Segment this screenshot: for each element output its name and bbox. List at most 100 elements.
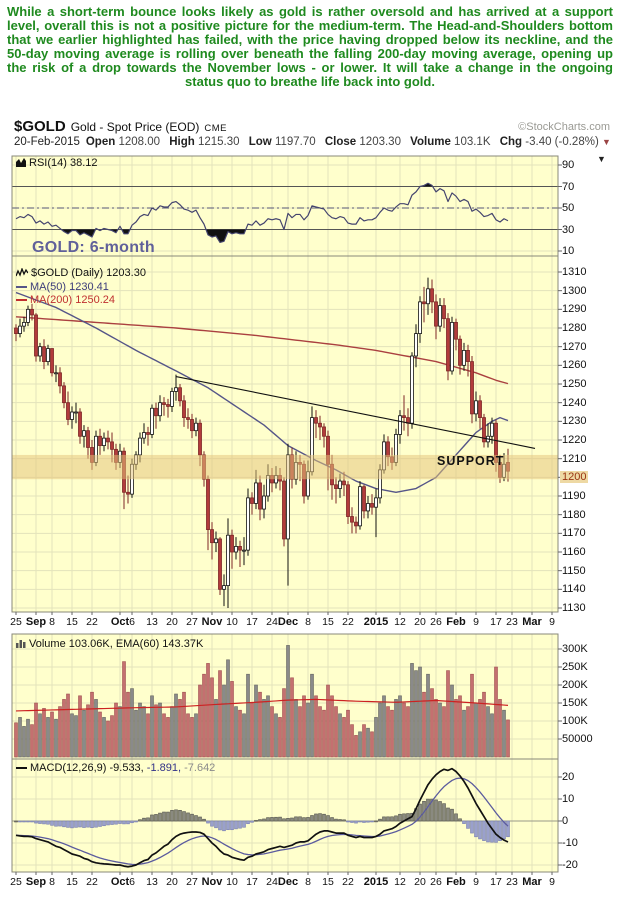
- x-tick-label: 17: [246, 616, 258, 628]
- x-tick-label: 2015: [363, 616, 389, 628]
- price-legend-ma50: MA(50) 1230.41: [16, 281, 146, 294]
- support-annotation-label: SUPPORT: [437, 454, 505, 468]
- x-axis-mid: 25 Sep 8 15 22 Oct 6 13 20 27 Nov 10 17 24 Dec 8 15 22 201…: [0, 616, 620, 632]
- symbol-description: Gold - Spot Price (EOD): [70, 120, 200, 134]
- symbol: $GOLD: [14, 118, 66, 135]
- x-tick-label: Oct: [110, 616, 130, 628]
- y-tick-label: 1210: [562, 452, 587, 465]
- x-tick-label: Mar: [522, 616, 542, 628]
- x-tick-label: 22: [342, 876, 354, 888]
- y-tick-label: 90: [562, 159, 575, 171]
- x-tick-label: 8: [305, 616, 311, 628]
- y-tick-label: 0: [562, 815, 569, 827]
- x-tick-label: 12: [394, 876, 406, 888]
- annotation-paragraph: While a short-term bounce looks likely a…: [7, 4, 613, 89]
- x-tick-label: 20: [414, 876, 426, 888]
- x-tick-label: 26: [430, 616, 442, 628]
- bar-chart-icon: [16, 639, 26, 651]
- x-tick-label: 22: [86, 616, 98, 628]
- y-tick-label: 1220: [562, 434, 587, 446]
- y-tick-label: 50: [562, 202, 575, 214]
- y-tick-label: 1140: [562, 583, 586, 596]
- x-tick-label: 9: [549, 876, 555, 888]
- quote-field-label: Close: [324, 136, 357, 148]
- y-tick-label: 1150: [562, 564, 586, 577]
- x-tick-label: 23: [506, 876, 518, 888]
- x-tick-label: 9: [473, 876, 479, 888]
- collapse-arrow-icon[interactable]: ▼: [597, 154, 606, 164]
- x-tick-label: 15: [66, 616, 78, 628]
- x-tick-label: 10: [226, 876, 238, 888]
- x-tick-label: 15: [322, 616, 334, 628]
- y-tick-label: -20: [562, 859, 578, 871]
- quote-field-label: Open: [85, 136, 116, 148]
- candlestick-chart-icon: [15, 267, 29, 281]
- x-tick-label: 26: [430, 876, 442, 888]
- y-tick-label: 300K: [562, 643, 588, 655]
- y-tick-label: 1260: [562, 359, 587, 372]
- x-tick-label: Sep: [25, 876, 47, 888]
- copyright: ©StockCharts.com: [518, 121, 610, 133]
- y-tick-label: 250K: [562, 661, 588, 673]
- y-tick-label: 30: [562, 223, 575, 236]
- x-tick-label: 17: [246, 876, 258, 888]
- y-tick-label: 200K: [562, 679, 588, 691]
- exchange-label: CME: [204, 123, 228, 134]
- x-tick-label: Dec: [277, 876, 299, 888]
- quote-field-value: 1208.00: [115, 136, 161, 148]
- y-tick-label: 1240: [562, 396, 587, 409]
- y-tick-label: 1130: [562, 602, 586, 614]
- x-tick-label: 22: [342, 616, 354, 628]
- quote-field-label: High: [169, 136, 195, 148]
- y-tick-label: 20: [562, 771, 575, 783]
- x-tick-label: 27: [186, 616, 198, 628]
- x-tick-label: 9: [473, 616, 479, 628]
- x-tick-label: 20: [166, 876, 178, 888]
- y-tick-label: 1190: [562, 490, 586, 502]
- x-tick-label: 22: [86, 876, 98, 888]
- y-tick-label: 10: [562, 245, 575, 257]
- x-tick-label: Nov: [201, 616, 223, 628]
- chart-header: $GOLD Gold - Spot Price (EOD) CME: [14, 118, 227, 136]
- down-triangle-icon: ▼: [601, 137, 611, 147]
- x-tick-label: Dec: [277, 616, 299, 628]
- x-tick-label: 20: [166, 616, 178, 628]
- y-tick-label: -10: [562, 837, 578, 849]
- x-tick-label: 2015: [363, 876, 389, 888]
- x-tick-label: Feb: [446, 616, 466, 628]
- x-axis-bottom: 25 Sep 8 15 22 Oct 6 13 20 27 Nov 10 17 24 Dec 8 15 22 201…: [0, 876, 620, 892]
- x-tick-label: 8: [49, 876, 55, 888]
- x-tick-label: 25: [10, 876, 22, 888]
- quote-field-label: Chg: [499, 136, 523, 148]
- x-tick-label: Feb: [446, 876, 466, 888]
- y-tick-label: 1250: [562, 378, 587, 390]
- x-tick-label: 20: [414, 616, 426, 628]
- y-tick-label: 1230: [562, 415, 587, 428]
- x-tick-label: 9: [549, 616, 555, 628]
- x-tick-label: 13: [146, 876, 158, 888]
- x-tick-label: 12: [394, 616, 406, 628]
- y-tick-label: 1300: [562, 284, 587, 297]
- quote-field-label: Low: [248, 136, 272, 148]
- y-tick-label: 50000: [562, 733, 593, 745]
- rsi-legend: RSI(14) 38.12: [16, 157, 97, 170]
- y-tick-label: 1290: [562, 303, 587, 316]
- ma50-swatch: [16, 286, 27, 289]
- x-tick-label: 25: [10, 616, 22, 628]
- quote-field-value: 1215.30: [194, 136, 240, 148]
- quote-date: 20-Feb-2015: [14, 136, 80, 148]
- volume-legend: Volume 103.06K, EMA(60) 143.37K: [16, 638, 203, 651]
- quote-field-value: 103.1K: [450, 136, 491, 148]
- y-tick-label: 1280: [562, 322, 587, 334]
- y-tick-label: 1180: [562, 508, 586, 521]
- price-legend-ma200: MA(200) 1250.24: [16, 294, 146, 307]
- price-legend-main: $GOLD (Daily) 1203.30: [15, 267, 146, 281]
- x-tick-label: Sep: [25, 616, 47, 628]
- y-tick-label: 1270: [562, 340, 587, 353]
- x-tick-label: Oct: [110, 876, 130, 888]
- indicator-area-icon: [16, 158, 26, 170]
- y-tick-label: 1310: [562, 266, 587, 278]
- x-tick-label: 24: [266, 876, 278, 888]
- quote-field-value: -3.40 (-0.28%): [522, 136, 599, 148]
